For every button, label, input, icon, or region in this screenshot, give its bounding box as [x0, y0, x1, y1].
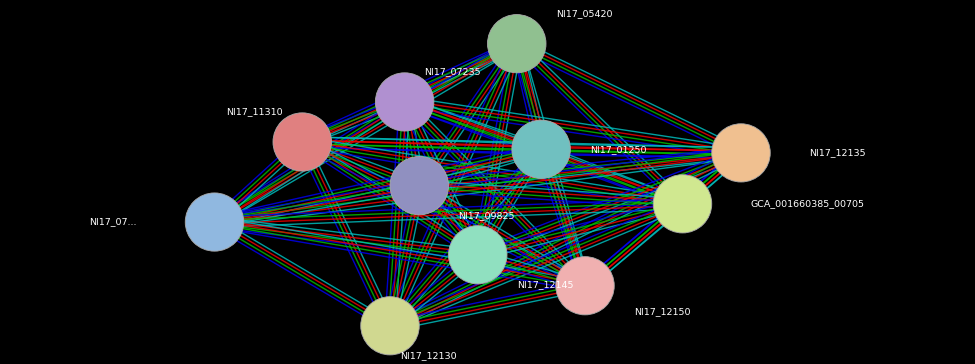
Ellipse shape — [488, 15, 546, 73]
Text: NI17_12130: NI17_12130 — [400, 351, 456, 360]
Ellipse shape — [712, 124, 770, 182]
Ellipse shape — [512, 120, 570, 178]
Ellipse shape — [273, 113, 332, 171]
Ellipse shape — [653, 175, 712, 233]
Text: NI17_11310: NI17_11310 — [226, 107, 283, 116]
Ellipse shape — [375, 73, 434, 131]
Text: NI17_01250: NI17_01250 — [590, 145, 646, 154]
Ellipse shape — [185, 193, 244, 251]
Ellipse shape — [390, 157, 448, 215]
Text: NI17_07235: NI17_07235 — [424, 67, 481, 76]
Text: NI17_07...: NI17_07... — [89, 218, 136, 226]
Text: NI17_12145: NI17_12145 — [517, 280, 573, 289]
Text: NI17_12150: NI17_12150 — [634, 308, 690, 317]
Text: GCA_001660385_00705: GCA_001660385_00705 — [751, 199, 865, 208]
Text: NI17_05420: NI17_05420 — [556, 9, 612, 18]
Text: NI17_12135: NI17_12135 — [809, 149, 866, 157]
Text: NI17_09825: NI17_09825 — [458, 211, 515, 220]
Ellipse shape — [556, 257, 614, 315]
Ellipse shape — [361, 297, 419, 355]
Ellipse shape — [448, 226, 507, 284]
